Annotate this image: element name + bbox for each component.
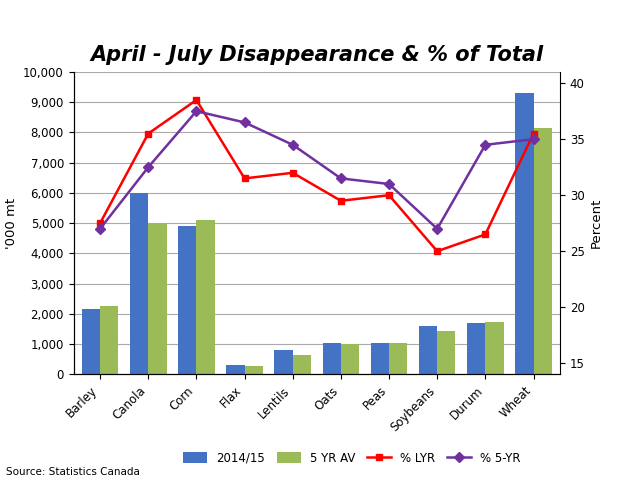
Bar bbox=[323, 343, 341, 374]
Bar bbox=[275, 350, 292, 374]
Bar bbox=[371, 343, 389, 374]
Bar bbox=[515, 93, 534, 374]
% LYR bbox=[385, 192, 393, 198]
Bar bbox=[341, 344, 359, 374]
Line: % LYR: % LYR bbox=[97, 96, 537, 255]
% LYR bbox=[193, 97, 200, 103]
% 5-YR bbox=[530, 136, 538, 142]
Bar bbox=[196, 220, 214, 374]
Legend: 2014/15, 5 YR AV, % LYR, % 5-YR: 2014/15, 5 YR AV, % LYR, % 5-YR bbox=[179, 447, 525, 469]
% LYR bbox=[96, 220, 104, 226]
Bar bbox=[419, 326, 437, 374]
Bar bbox=[485, 322, 504, 374]
Bar bbox=[178, 226, 196, 374]
% 5-YR bbox=[145, 164, 152, 170]
Title: April - July Disappearance & % of Total: April - July Disappearance & % of Total bbox=[90, 45, 543, 65]
% 5-YR bbox=[193, 108, 200, 114]
Y-axis label: Percent: Percent bbox=[590, 198, 603, 248]
Bar bbox=[244, 366, 263, 374]
% LYR bbox=[481, 231, 489, 237]
% 5-YR bbox=[481, 142, 489, 148]
Bar bbox=[437, 331, 456, 374]
% 5-YR bbox=[385, 181, 393, 187]
% LYR bbox=[241, 176, 248, 181]
Line: % 5-YR: % 5-YR bbox=[97, 108, 537, 232]
% LYR bbox=[289, 170, 296, 176]
% LYR bbox=[337, 198, 345, 204]
Y-axis label: '000 mt: '000 mt bbox=[4, 198, 17, 249]
% LYR bbox=[145, 131, 152, 136]
% 5-YR bbox=[241, 120, 248, 125]
Bar bbox=[389, 343, 407, 374]
Bar bbox=[82, 310, 100, 374]
Bar bbox=[292, 355, 311, 374]
% 5-YR bbox=[289, 142, 296, 148]
Bar bbox=[130, 193, 148, 374]
% 5-YR bbox=[433, 226, 441, 232]
Bar bbox=[534, 128, 552, 374]
Text: Source: Statistics Canada: Source: Statistics Canada bbox=[6, 467, 140, 477]
Bar bbox=[148, 223, 166, 374]
Bar bbox=[467, 323, 485, 374]
% LYR bbox=[433, 248, 441, 254]
% LYR bbox=[530, 131, 538, 136]
Bar bbox=[100, 306, 118, 374]
Bar bbox=[227, 365, 244, 374]
% 5-YR bbox=[96, 226, 104, 232]
% 5-YR bbox=[337, 176, 345, 181]
